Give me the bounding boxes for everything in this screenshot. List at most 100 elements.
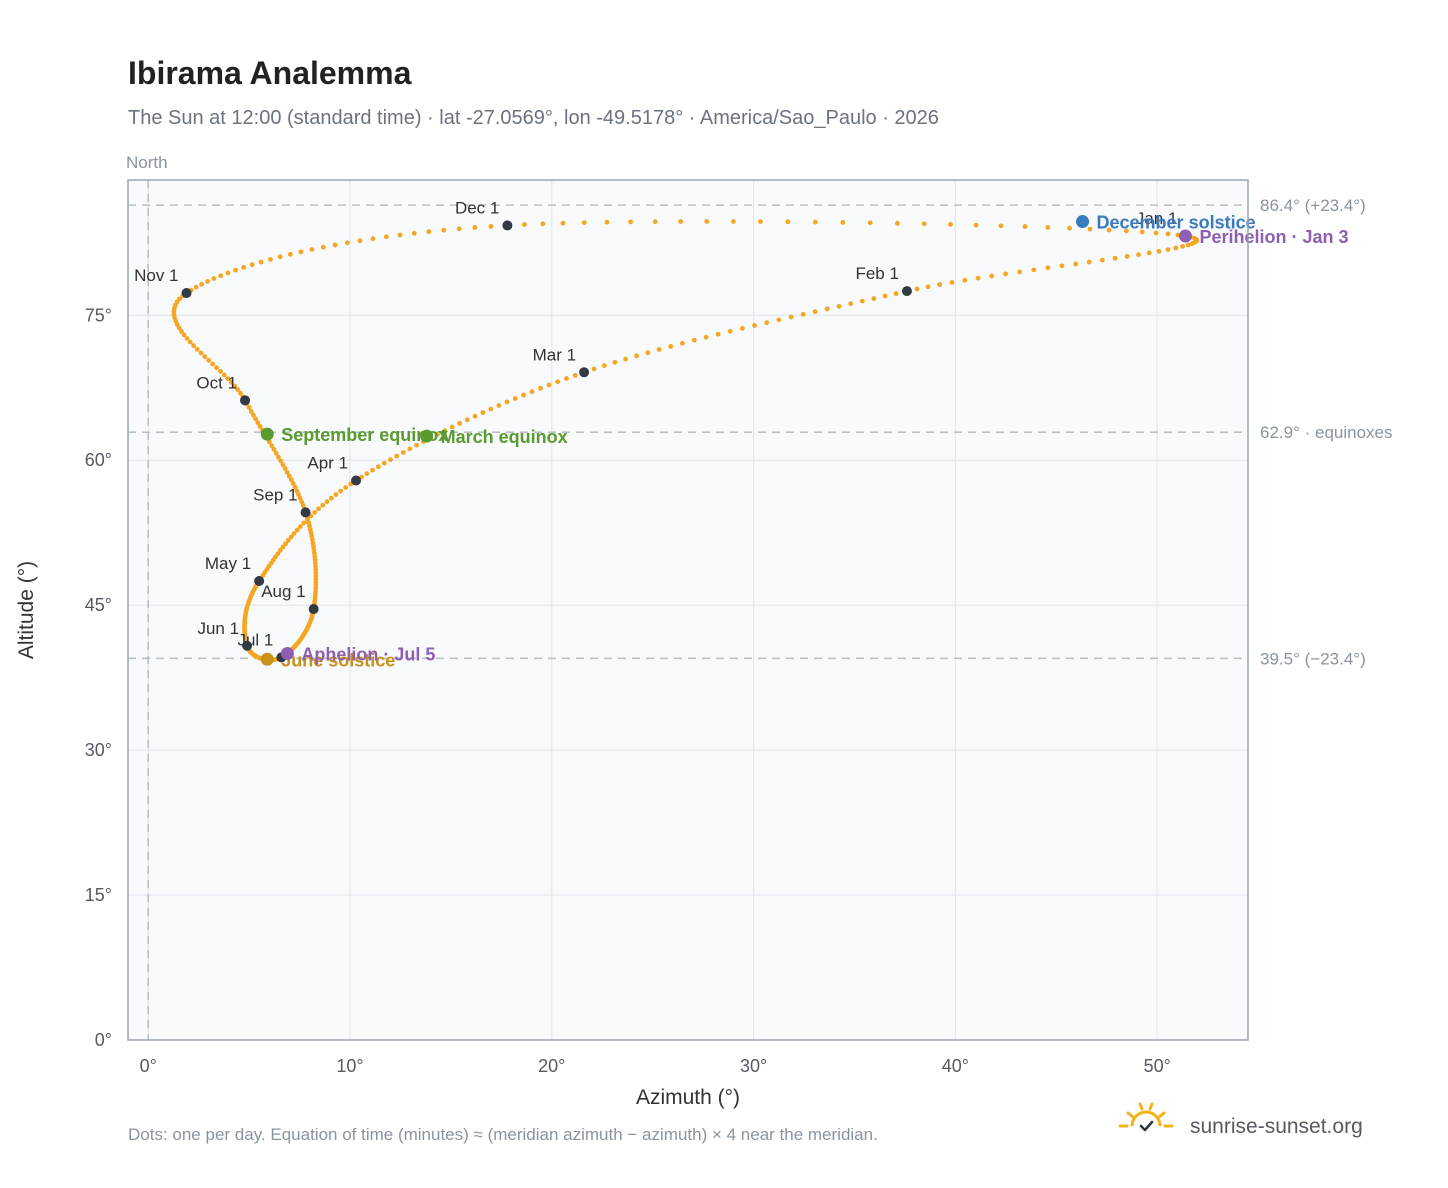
daily-sun-dot [973,222,979,228]
daily-sun-dot [555,379,561,385]
daily-sun-dot [1059,263,1065,269]
daily-sun-dot [715,331,721,337]
sun-horizon-icon [1118,1102,1174,1132]
daily-sun-dot [496,403,502,408]
daily-sun-dot [752,323,757,328]
daily-sun-dot [238,390,243,396]
month-marker [579,367,590,378]
daily-sun-dot [1124,254,1130,259]
daily-sun-dot [1165,231,1171,237]
daily-sun-dot [253,416,259,422]
event-marker [420,429,434,443]
daily-sun-dot [257,424,263,429]
y-tick-label: 0° [95,1030,112,1050]
daily-sun-dot [456,226,462,232]
daily-sun-dot [480,410,486,415]
daily-sun-dot [426,229,432,235]
month-label: Mar 1 [533,345,576,364]
daily-sun-dot [258,259,264,265]
daily-sun-dot [333,492,339,497]
daily-sun-dot [364,471,370,477]
month-marker [242,640,253,651]
daily-sun-dot [205,279,210,284]
daily-sun-dot [194,346,200,352]
daily-sun-dot [233,267,238,273]
daily-sun-dot [652,219,658,225]
daily-sun-dot [1045,224,1051,230]
daily-sun-dot [1136,252,1141,258]
daily-sun-dot [512,396,518,401]
reference-line-label: 39.5° (−23.4°) [1260,649,1366,668]
daily-sun-dot [521,392,526,398]
month-marker [300,507,311,518]
daily-sun-dot [320,244,326,250]
daily-sun-dot [181,332,187,338]
daily-sun-dot [1185,242,1191,248]
brand-name[interactable]: sunrise-sunset.org [1190,1115,1363,1138]
daily-sun-dot [739,325,745,331]
daily-sun-dot [206,357,212,363]
daily-sun-dot [572,372,578,378]
daily-sun-dot [504,399,510,405]
daily-sun-dot [937,282,943,287]
footnote: Dots: one per day. Equation of time (min… [128,1125,878,1144]
daily-sun-dot [656,347,662,352]
daily-sun-dot [871,296,877,301]
event-marker [260,652,274,666]
daily-sun-dot [218,273,224,279]
month-label: Feb 1 [855,264,898,283]
daily-sun-dot [581,220,587,226]
y-tick-label: 15° [85,885,112,905]
daily-sun-dot [338,488,344,494]
daily-sun-dot [255,420,261,426]
daily-sun-dot [948,222,953,227]
daily-sun-dot [449,424,455,430]
event-label: Perihelion · Jan 3 [1199,227,1348,247]
event-label: Aphelion · Jul 5 [301,644,435,664]
daily-sun-dot [800,311,806,317]
daily-sun-dot [441,227,447,233]
daily-sun-dot [202,354,208,360]
month-marker [901,286,912,297]
daily-sun-dot [285,537,291,543]
daily-sun-dot [540,221,546,227]
x-tick-label: 50° [1144,1056,1171,1076]
daily-sun-dot [228,379,234,385]
daily-sun-dot [370,467,375,473]
month-label: Jul 1 [237,630,273,649]
daily-sun-dot [645,350,651,356]
daily-sun-dot [521,222,527,227]
daily-sun-dot [1086,259,1092,265]
daily-sun-dot [704,219,710,224]
daily-sun-dot [280,544,286,550]
daily-sun-dot [211,276,217,281]
daily-sun-dot [286,473,292,479]
month-marker [181,288,192,299]
event-marker [260,427,274,441]
daily-sun-dot [1045,265,1051,271]
daily-sun-dot [488,406,494,412]
daily-sun-dot [442,428,448,434]
event-label: September equinox [281,425,448,445]
daily-sun-dot [1073,261,1079,267]
daily-sun-dot [179,329,184,334]
daily-sun-dot [601,363,607,368]
daily-sun-dot [703,334,709,340]
daily-sun-dot [296,492,301,497]
event-label: December solstice [1097,213,1256,233]
reference-line-label: 86.4° (+23.4°) [1260,196,1366,215]
daily-sun-dot [288,534,294,540]
daily-sun-dot [1153,230,1159,236]
daily-sun-dot [989,273,995,279]
daily-sun-dot [472,413,478,419]
event-marker [280,646,294,660]
daily-sun-dot [397,232,403,238]
daily-sun-dot [328,495,334,501]
daily-sun-dot [867,220,873,226]
daily-sun-dot [407,446,413,452]
event-marker [1076,215,1090,229]
daily-sun-dot [848,301,854,307]
daily-sun-dot [785,219,791,225]
